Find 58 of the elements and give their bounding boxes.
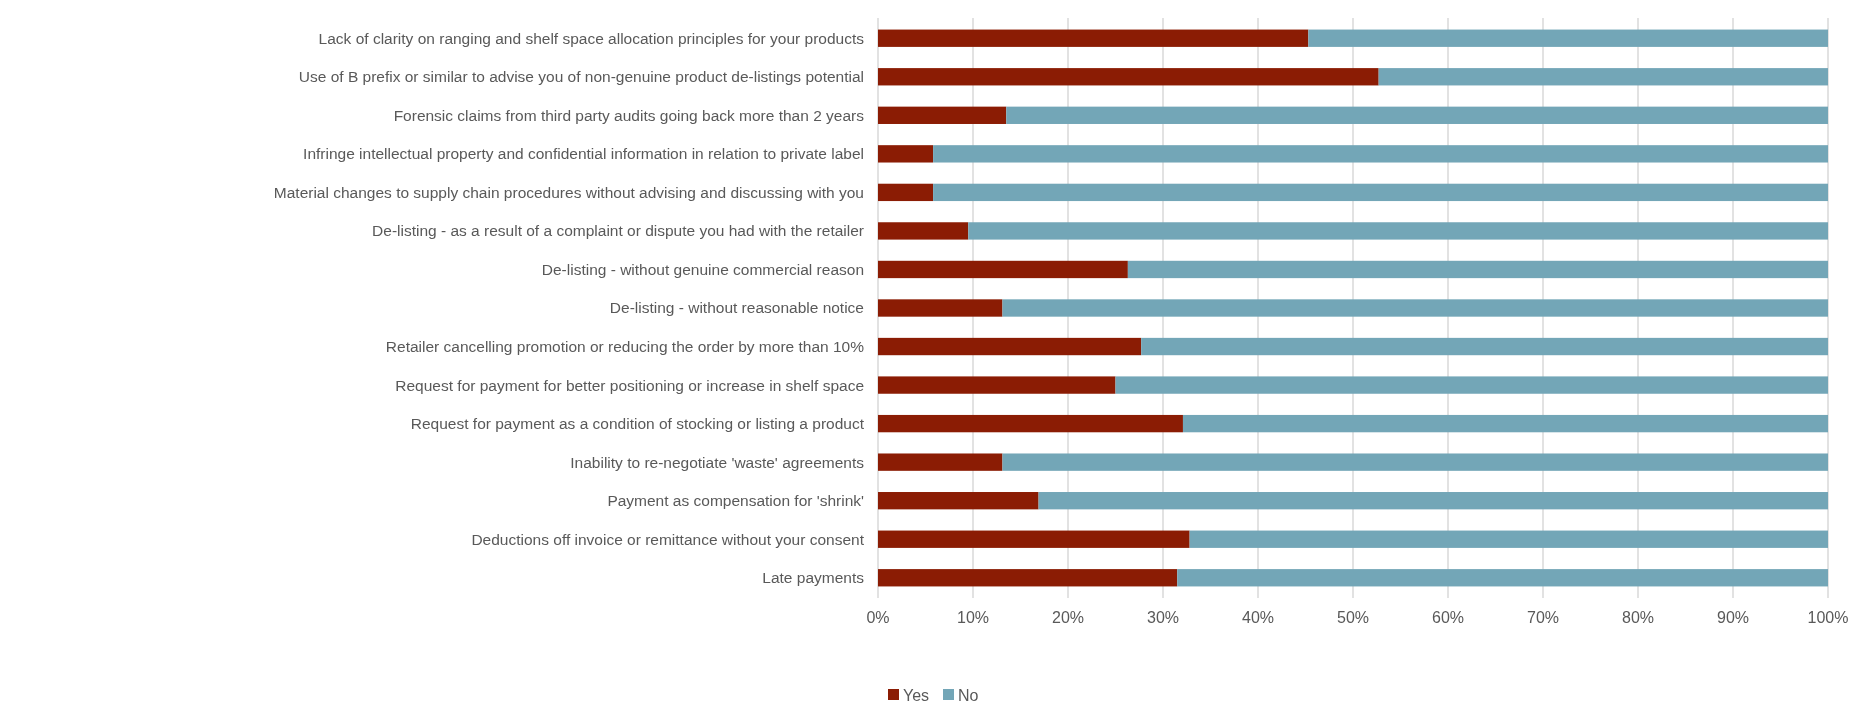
y-tick-label: De-listing - as a result of a complaint or dispute you had with the retailer xyxy=(372,222,864,240)
y-tick-label: Payment as compensation for 'shrink' xyxy=(607,492,865,510)
bar xyxy=(1002,453,1828,471)
bar xyxy=(1006,106,1828,124)
bar xyxy=(878,106,1007,124)
x-tick-label: 40% xyxy=(1241,609,1275,626)
y-tick-label: De-listing - without reasonable notice xyxy=(609,299,864,317)
bar xyxy=(878,492,1039,510)
bar xyxy=(878,222,969,240)
x-tick-label: 0% xyxy=(866,609,890,626)
bar xyxy=(933,183,1828,202)
x-tick-label: 100% xyxy=(1807,609,1849,626)
bar xyxy=(1378,68,1828,86)
y-tick-label: Material changes to supply chain procedures without advising and discussing with you xyxy=(273,183,864,201)
bar xyxy=(1308,29,1828,47)
x-tick-label: 90% xyxy=(1716,609,1750,626)
bar xyxy=(1038,492,1828,510)
bar xyxy=(878,183,934,202)
bar xyxy=(1002,299,1828,317)
x-tick-label: 80% xyxy=(1621,609,1655,626)
bar xyxy=(1141,337,1828,356)
bar xyxy=(1115,376,1828,394)
y-tick-label: Use of B prefix or similar to advise you of non-genuine product de-listings potential xyxy=(298,68,864,86)
x-tick-label: 10% xyxy=(956,609,990,626)
bar xyxy=(878,29,1309,47)
x-tick-label: 20% xyxy=(1051,609,1085,626)
bar xyxy=(878,376,1116,394)
y-tick-label: De-listing - without genuine commercial reason xyxy=(541,260,864,278)
bar xyxy=(1177,569,1828,587)
legend-label: Yes xyxy=(903,686,930,704)
bar xyxy=(878,569,1178,587)
bar xyxy=(968,222,1828,240)
y-tick-label: Lack of clarity on ranging and shelf space allocation principles for your products xyxy=(318,29,865,47)
bar xyxy=(1189,530,1828,548)
x-tick-label: 70% xyxy=(1526,609,1560,626)
y-tick-label: Infringe intellectual property and confidential information in relation to private label xyxy=(303,145,864,163)
bar xyxy=(1182,414,1828,433)
y-tick-label: Retailer cancelling promotion or reducing the order by more than 10% xyxy=(385,337,865,355)
y-tick-label: Deductions off invoice or remittance without your consent xyxy=(471,530,865,548)
x-tick-label: 60% xyxy=(1431,609,1465,626)
bar xyxy=(878,145,934,163)
bar xyxy=(878,530,1190,548)
bar xyxy=(878,453,1003,471)
bar xyxy=(878,260,1128,279)
y-tick-label: Request for payment for better positioning or increase in shelf space xyxy=(395,376,864,394)
bar xyxy=(933,145,1828,163)
y-tick-label: Request for payment as a condition of stocking or listing a product xyxy=(410,415,865,433)
x-tick-label: 30% xyxy=(1146,609,1180,626)
bar xyxy=(878,414,1183,433)
legend-label: No xyxy=(958,686,979,704)
bar xyxy=(878,299,1003,317)
y-tick-label: Forensic claims from third party audits going back more than 2 years xyxy=(393,106,865,124)
bar xyxy=(878,337,1142,356)
bar xyxy=(878,68,1379,86)
bar xyxy=(1127,260,1828,279)
y-tick-label: Inability to re-negotiate 'waste' agreements xyxy=(570,453,865,471)
y-tick-label: Late payments xyxy=(762,569,865,587)
x-tick-label: 50% xyxy=(1336,609,1370,626)
